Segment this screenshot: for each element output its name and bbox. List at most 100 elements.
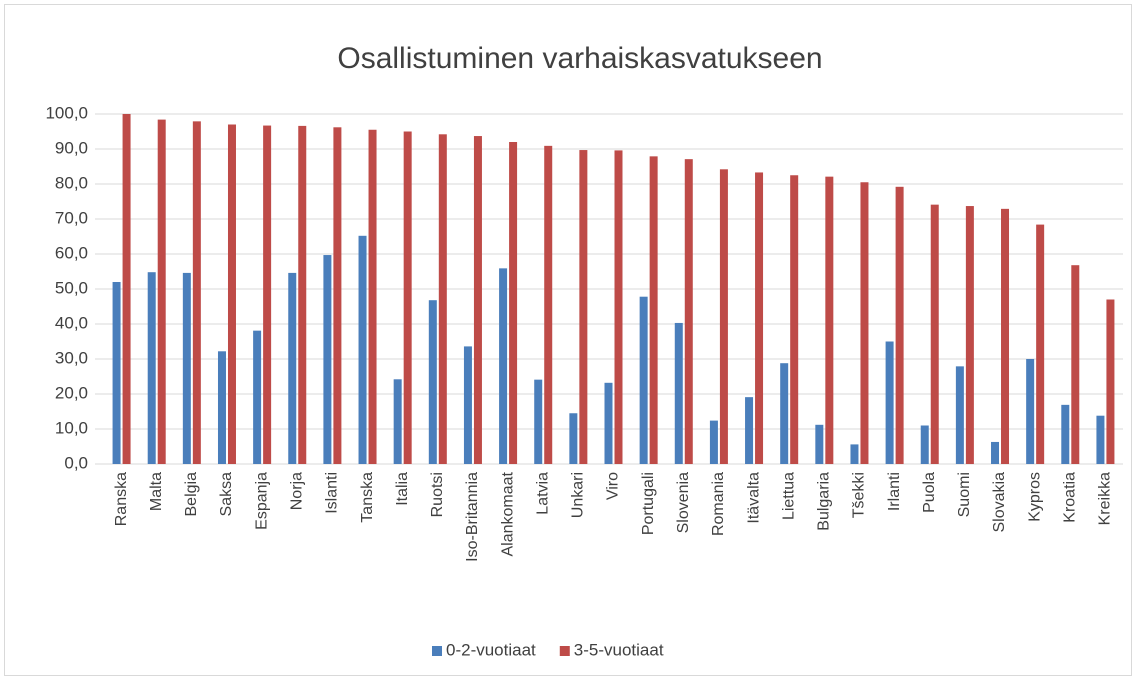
legend-swatch	[559, 646, 570, 656]
bar	[1001, 208, 1010, 464]
x-tick-label: Kreikka	[1097, 472, 1114, 525]
bar	[499, 268, 508, 464]
bar	[674, 322, 683, 464]
bar	[579, 150, 588, 465]
legend-label: 3-5-vuotiaat	[574, 640, 664, 659]
bar	[1106, 299, 1115, 464]
bar	[227, 124, 236, 464]
bar	[323, 255, 332, 464]
bar	[755, 172, 764, 464]
bar	[965, 206, 974, 465]
bar	[709, 420, 718, 464]
bar	[182, 272, 191, 464]
chart-title: Osallistuminen varhaiskasvatukseen	[337, 42, 822, 75]
bar	[509, 142, 518, 464]
bar	[544, 145, 553, 464]
bar	[534, 379, 543, 464]
x-tick-label: Malta	[148, 472, 165, 511]
x-tick-label: Slovakia	[991, 472, 1008, 533]
x-tick-label: Unkari	[570, 472, 587, 518]
bar	[1071, 265, 1080, 464]
bar	[649, 156, 658, 464]
x-tick-label: Tšekki	[851, 472, 868, 518]
legend-label: 0-2-vuotiaat	[446, 640, 536, 659]
y-tick-label: 60,0	[55, 243, 88, 262]
bar	[684, 159, 693, 464]
bar	[1061, 404, 1070, 464]
x-tick-label: Iso-Britannia	[464, 472, 481, 562]
x-tick-label: Bulgaria	[816, 472, 833, 531]
x-tick-label: Norja	[288, 472, 305, 510]
bar	[850, 444, 859, 464]
bar	[955, 366, 964, 464]
x-tick-label: Belgia	[183, 472, 200, 517]
bar	[815, 424, 824, 464]
bar	[253, 330, 262, 464]
bar	[473, 136, 482, 465]
bar	[639, 296, 648, 464]
x-tick-label: Liettua	[780, 472, 797, 520]
bar	[333, 127, 342, 465]
bar	[288, 272, 297, 464]
bar	[780, 363, 789, 464]
y-tick-label: 70,0	[55, 208, 88, 227]
bar	[745, 397, 754, 464]
bar	[860, 182, 869, 464]
x-tick-label: Slovenia	[675, 472, 692, 533]
y-tick-label: 20,0	[55, 383, 88, 402]
bar	[122, 114, 131, 464]
bar	[428, 300, 437, 464]
bar	[1096, 415, 1105, 464]
bar	[393, 379, 402, 464]
bar	[147, 272, 156, 464]
bar	[930, 204, 939, 464]
x-tick-label: Tanska	[359, 472, 376, 523]
bar	[157, 119, 166, 464]
y-tick-label: 0,0	[64, 453, 88, 472]
bar	[298, 125, 307, 465]
x-tick-label: Kypros	[1026, 472, 1043, 522]
x-tick-label: Ruotsi	[429, 472, 446, 517]
bar	[991, 441, 1000, 464]
bar	[825, 176, 834, 464]
x-tick-label: Itävalta	[745, 472, 762, 524]
x-tick-label: Italia	[394, 472, 411, 506]
bar	[895, 186, 904, 465]
x-tick-label: Ranska	[113, 472, 130, 526]
bar	[403, 131, 412, 464]
x-tick-label: Irlanti	[886, 472, 903, 511]
y-tick-label: 40,0	[55, 313, 88, 332]
x-tick-label: Espanja	[253, 472, 270, 530]
x-tick-label: Puola	[921, 472, 938, 513]
y-tick-label: 30,0	[55, 348, 88, 367]
x-tick-label: Latvia	[534, 472, 551, 515]
legend-swatch	[432, 646, 442, 656]
y-tick-label: 10,0	[55, 418, 88, 437]
x-tick-label: Alankomaat	[499, 471, 516, 556]
x-tick-label: Suomi	[956, 472, 973, 517]
bar	[192, 121, 201, 464]
chart-border	[4, 4, 1132, 676]
y-tick-label: 100,0	[45, 103, 88, 122]
bar	[463, 346, 472, 464]
bar	[1026, 359, 1035, 464]
bar	[1036, 224, 1045, 464]
y-tick-label: 50,0	[55, 278, 88, 297]
bar	[368, 129, 377, 464]
bar	[885, 341, 894, 464]
x-tick-label: Saksa	[218, 472, 235, 517]
bar	[920, 425, 929, 464]
bar	[604, 382, 613, 464]
x-tick-label: Islanti	[324, 472, 341, 514]
bar	[263, 125, 272, 465]
bar	[569, 413, 578, 464]
bar	[614, 150, 623, 464]
bar	[790, 175, 799, 464]
x-tick-label: Portugali	[640, 472, 657, 535]
x-tick-label: Romania	[710, 472, 727, 536]
y-tick-label: 80,0	[55, 173, 88, 192]
bar	[217, 351, 226, 464]
x-tick-label: Viro	[605, 472, 622, 500]
bar	[112, 282, 121, 464]
